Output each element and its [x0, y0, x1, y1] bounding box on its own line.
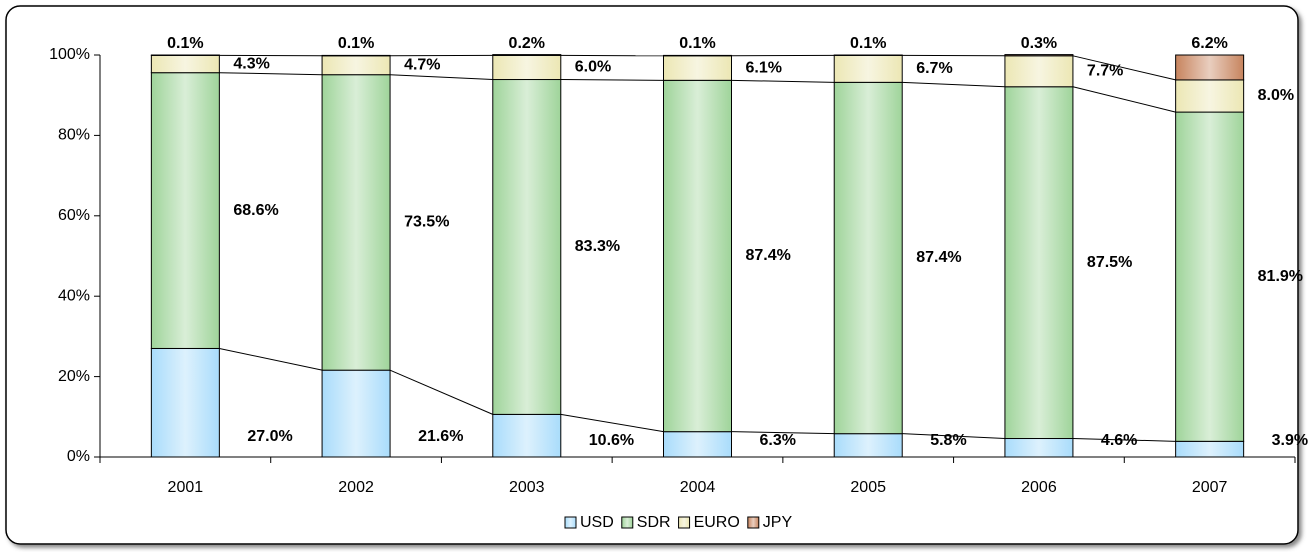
legend-label: SDR: [637, 514, 671, 531]
x-tick-label: 2002: [338, 479, 374, 496]
bar-segment: [663, 79, 732, 433]
series-line: [1072, 55, 1176, 81]
series-line: [1072, 86, 1176, 113]
legend-swatch: [621, 516, 634, 529]
bar-segment: [492, 413, 562, 458]
data-label: 81.9%: [1258, 268, 1303, 285]
data-label: 10.6%: [589, 432, 634, 449]
y-tick-label: 20%: [58, 368, 90, 385]
data-label: 0.1%: [338, 35, 374, 52]
series-line: [902, 81, 1005, 88]
data-label: 0.2%: [509, 35, 545, 52]
data-label: 4.3%: [233, 55, 269, 72]
data-label: 0.1%: [850, 35, 886, 52]
bar-segment: [833, 81, 903, 435]
legend-label: USD: [580, 514, 614, 531]
series-line: [1072, 438, 1176, 442]
data-label: 4.7%: [404, 56, 440, 73]
series-line: [731, 431, 835, 435]
y-tick-label: 0%: [67, 448, 90, 465]
legend-swatch: [747, 516, 760, 529]
legend-swatch: [678, 516, 691, 529]
bar-segment: [833, 433, 903, 458]
x-tick-label: 2006: [1021, 479, 1057, 496]
data-label: 0.1%: [679, 35, 715, 52]
series-line: [219, 72, 323, 76]
bar-segment: [492, 54, 562, 56]
series-line: [390, 74, 493, 81]
data-label: 8.0%: [1258, 87, 1294, 104]
bar-segment: [833, 54, 903, 83]
x-tick-label: 2007: [1192, 479, 1228, 496]
data-label: 4.6%: [1101, 432, 1137, 449]
x-tick-label: 2004: [680, 479, 716, 496]
data-label: 87.4%: [746, 247, 791, 264]
data-label: 6.7%: [916, 60, 952, 77]
bar-segment: [1004, 438, 1074, 458]
data-label: 0.1%: [167, 35, 203, 52]
series-line: [902, 433, 1005, 440]
bar-segment: [321, 74, 391, 371]
series-line: [389, 369, 493, 415]
x-tick-label: 2001: [168, 479, 204, 496]
x-tick-label: 2003: [509, 479, 545, 496]
bar-segment: [150, 72, 220, 349]
bar-segment: [1175, 111, 1245, 442]
bar-segment: [1175, 79, 1245, 113]
data-label: 7.7%: [1087, 62, 1123, 79]
data-label: 21.6%: [418, 428, 463, 445]
data-label: 68.6%: [233, 202, 278, 219]
bar-segment: [492, 54, 562, 81]
data-label: 3.9%: [1272, 432, 1308, 449]
bar-segment: [663, 431, 732, 458]
y-tick-label: 100%: [49, 46, 90, 63]
series-line: [560, 79, 664, 81]
bar-segment: [150, 347, 220, 458]
data-label: 83.3%: [575, 238, 620, 255]
data-label: 6.1%: [746, 59, 782, 76]
y-tick-label: 40%: [58, 287, 90, 304]
series-line: [219, 347, 323, 371]
data-label: 6.2%: [1191, 35, 1227, 52]
bar-segment: [321, 369, 391, 458]
data-label: 73.5%: [404, 214, 449, 231]
bar-segment: [1175, 440, 1245, 458]
series-line: [560, 413, 664, 433]
bar-segment: [1004, 55, 1074, 88]
legend-label: EURO: [694, 514, 740, 531]
bar-segment: [492, 79, 562, 415]
data-label: 27.0%: [247, 428, 292, 445]
bar-segment: [1004, 54, 1074, 57]
legend-swatch: [564, 516, 577, 529]
bar-segment: [150, 54, 220, 74]
series-line: [731, 79, 835, 83]
y-tick-label: 60%: [58, 207, 90, 224]
data-label: 6.0%: [575, 59, 611, 76]
data-label: 87.4%: [916, 249, 961, 266]
bar-segment: [321, 55, 391, 76]
legend-label: JPY: [763, 514, 793, 531]
data-label: 87.5%: [1087, 254, 1132, 271]
data-label: 6.3%: [760, 432, 796, 449]
x-tick-label: 2005: [850, 479, 886, 496]
bar-segment: [1175, 54, 1245, 81]
bar-segment: [663, 55, 732, 81]
data-label: 0.3%: [1021, 35, 1057, 52]
bar-segment: [1004, 86, 1074, 440]
y-tick-label: 80%: [58, 127, 90, 144]
